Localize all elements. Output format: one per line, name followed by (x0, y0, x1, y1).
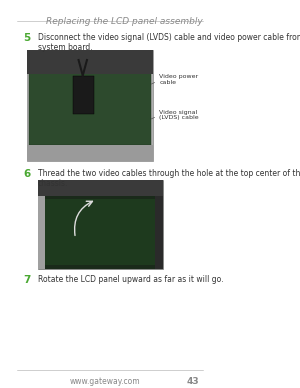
Text: Rotate the LCD panel upward as far as it will go.: Rotate the LCD panel upward as far as it… (38, 275, 223, 284)
Text: 43: 43 (186, 376, 199, 386)
Text: 5: 5 (23, 33, 30, 43)
Text: Video signal
(LVDS) cable: Video signal (LVDS) cable (159, 110, 199, 120)
Text: 7: 7 (23, 275, 30, 285)
Bar (38, 180, 164, 196)
Text: 6: 6 (23, 168, 30, 178)
Text: Video power
cable: Video power cable (159, 74, 198, 85)
Text: www.gateway.com: www.gateway.com (69, 376, 140, 386)
Bar (73, 76, 94, 114)
Text: Thread the two video cables through the hole at the top center of the
chassis.: Thread the two video cables through the … (38, 168, 300, 188)
Bar (38, 180, 164, 269)
Bar (45, 199, 155, 265)
Text: Replacing the LCD panel assembly: Replacing the LCD panel assembly (46, 17, 203, 26)
Bar (27, 50, 153, 161)
Bar (155, 180, 164, 269)
Bar (27, 50, 153, 74)
Bar (29, 66, 151, 145)
Text: Disconnect the video signal (LVDS) cable and video power cable from the
system b: Disconnect the video signal (LVDS) cable… (38, 33, 300, 52)
Bar (27, 145, 153, 161)
Bar (38, 180, 45, 269)
